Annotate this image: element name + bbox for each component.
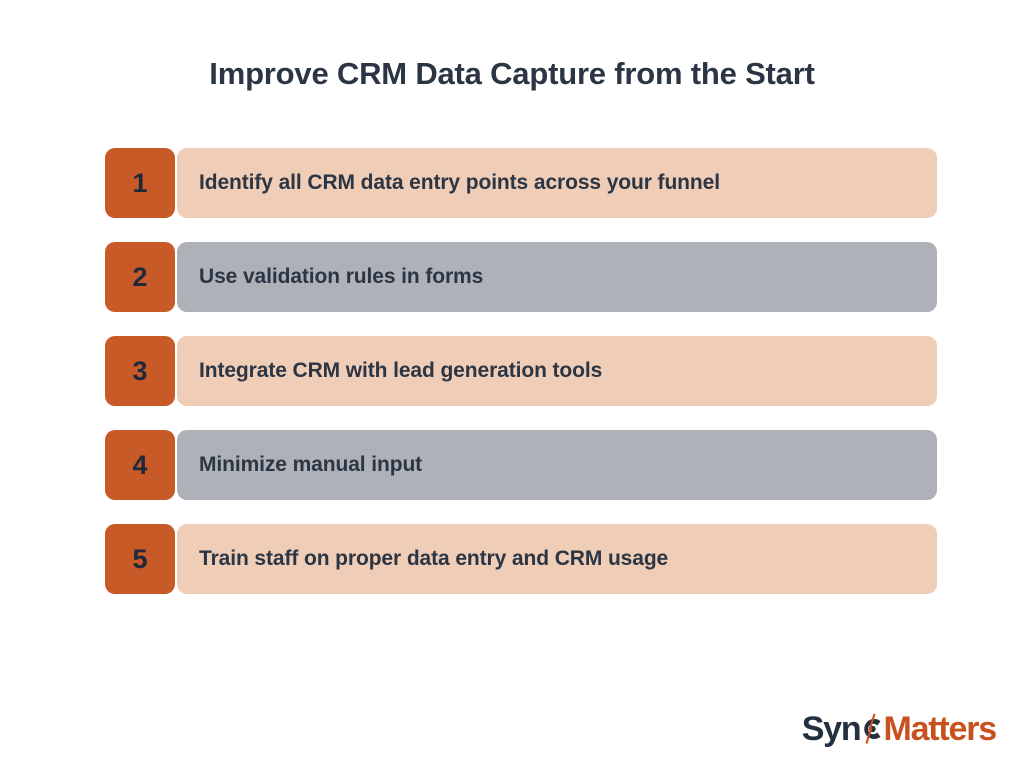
logo-text-matters: Matters [883, 710, 997, 748]
step-label-2: Use validation rules in forms [199, 265, 484, 288]
step-row-1: 1 Identify all CRM data entry points acr… [105, 148, 937, 218]
step-label-3: Integrate CRM with lead generation tools [199, 359, 603, 382]
syncmatters-logo: Syn Matters [801, 708, 997, 750]
step-label-1: Identify all CRM data entry points acros… [199, 171, 720, 194]
logo-text-sync: Syn [801, 710, 862, 748]
step-bar-2: Use validation rules in forms [177, 242, 937, 312]
step-bar-3: Integrate CRM with lead generation tools [177, 336, 937, 406]
step-number-1: 1 [132, 167, 148, 198]
step-number-badge-3: 3 [105, 336, 175, 406]
step-number-badge-2: 2 [105, 242, 175, 312]
step-bar-4: Minimize manual input [177, 430, 937, 500]
step-row-4: 4 Minimize manual input [105, 430, 937, 500]
step-number-2: 2 [132, 261, 148, 292]
sync-c-mark-icon [858, 712, 884, 746]
step-row-5: 5 Train staff on proper data entry and C… [105, 524, 937, 594]
step-number-badge-4: 4 [105, 430, 175, 500]
step-bar-5: Train staff on proper data entry and CRM… [177, 524, 937, 594]
step-row-2: 2 Use validation rules in forms [105, 242, 937, 312]
step-number-badge-5: 5 [105, 524, 175, 594]
step-bar-1: Identify all CRM data entry points acros… [177, 148, 937, 218]
step-number-badge-1: 1 [105, 148, 175, 218]
page-title: Improve CRM Data Capture from the Start [209, 56, 815, 91]
steps-list: 1 Identify all CRM data entry points acr… [105, 148, 937, 594]
step-row-3: 3 Integrate CRM with lead generation too… [105, 336, 937, 406]
step-label-5: Train staff on proper data entry and CRM… [199, 547, 669, 570]
step-label-4: Minimize manual input [199, 453, 423, 476]
step-number-3: 3 [132, 355, 148, 386]
step-number-4: 4 [132, 449, 148, 480]
step-number-5: 5 [132, 543, 148, 574]
